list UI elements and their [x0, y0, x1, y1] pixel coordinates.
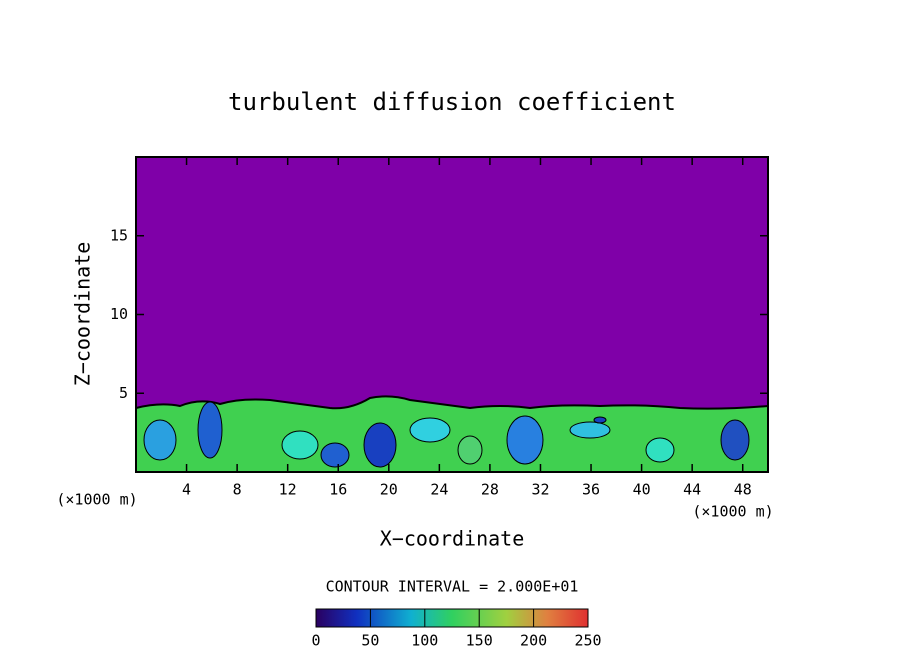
x-tick-label: 4 — [182, 481, 191, 499]
y-tick-label: 5 — [119, 384, 128, 402]
x-tick-label: 16 — [329, 481, 347, 499]
colorbar — [315, 608, 589, 628]
chart-title: turbulent diffusion coefficient — [228, 88, 676, 116]
colorbar-tick-label: 200 — [520, 632, 547, 650]
x-unit-right: (×1000 m) — [692, 503, 773, 521]
x-tick-label: 20 — [380, 481, 398, 499]
y-tick-label: 15 — [110, 226, 128, 244]
x-tick-label: 8 — [233, 481, 242, 499]
x-tick-label: 36 — [582, 481, 600, 499]
x-tick-label: 40 — [633, 481, 651, 499]
x-tick-label: 44 — [683, 481, 701, 499]
x-tick-label: 48 — [734, 481, 752, 499]
x-tick-label: 24 — [430, 481, 448, 499]
y-axis-label: Z−coordinate — [71, 242, 95, 387]
contour-interval: CONTOUR INTERVAL = 2.000E+01 — [326, 578, 579, 596]
colorbar-tick-label: 100 — [411, 632, 438, 650]
colorbar-tick-label: 0 — [311, 632, 320, 650]
x-unit-left: (×1000 m) — [56, 491, 137, 509]
x-tick-label: 12 — [279, 481, 297, 499]
colorbar-tick-label: 250 — [574, 632, 601, 650]
colorbar-tick-label: 50 — [361, 632, 379, 650]
x-tick-label: 32 — [531, 481, 549, 499]
x-tick-label: 28 — [481, 481, 499, 499]
x-axis-label: X−coordinate — [380, 527, 525, 551]
turbulent-layer — [135, 395, 769, 473]
y-tick-label: 10 — [110, 305, 128, 323]
colorbar-tick-label: 150 — [466, 632, 493, 650]
